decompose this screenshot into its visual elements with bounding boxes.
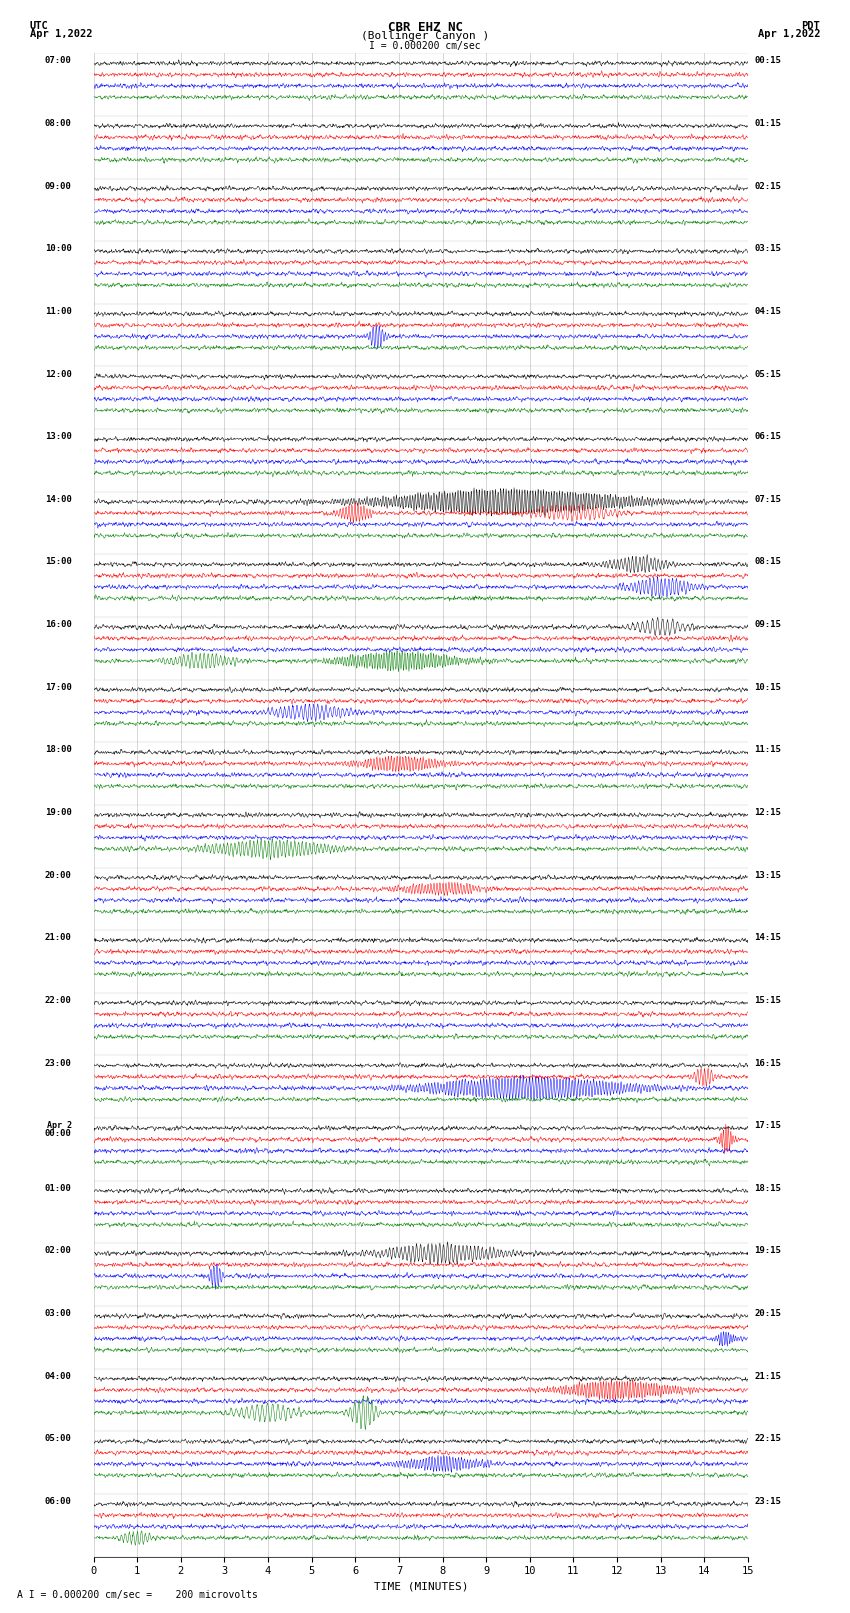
Text: 03:15: 03:15 bbox=[755, 244, 781, 253]
Text: 11:00: 11:00 bbox=[45, 306, 71, 316]
Text: 05:00: 05:00 bbox=[45, 1434, 71, 1444]
X-axis label: TIME (MINUTES): TIME (MINUTES) bbox=[373, 1582, 468, 1592]
Text: 23:15: 23:15 bbox=[755, 1497, 781, 1507]
Text: 08:00: 08:00 bbox=[45, 119, 71, 127]
Text: 13:15: 13:15 bbox=[755, 871, 781, 879]
Text: 20:00: 20:00 bbox=[45, 871, 71, 879]
Text: 02:00: 02:00 bbox=[45, 1247, 71, 1255]
Text: 19:00: 19:00 bbox=[45, 808, 71, 818]
Text: 11:15: 11:15 bbox=[755, 745, 781, 755]
Text: 18:00: 18:00 bbox=[45, 745, 71, 755]
Text: Apr 2: Apr 2 bbox=[47, 1121, 71, 1131]
Text: 20:15: 20:15 bbox=[755, 1310, 781, 1318]
Text: 09:00: 09:00 bbox=[45, 182, 71, 190]
Text: 02:15: 02:15 bbox=[755, 182, 781, 190]
Text: 03:00: 03:00 bbox=[45, 1310, 71, 1318]
Text: 01:15: 01:15 bbox=[755, 119, 781, 127]
Text: 10:15: 10:15 bbox=[755, 682, 781, 692]
Text: 04:00: 04:00 bbox=[45, 1371, 71, 1381]
Text: 23:00: 23:00 bbox=[45, 1058, 71, 1068]
Text: 01:00: 01:00 bbox=[45, 1184, 71, 1194]
Text: 07:00: 07:00 bbox=[45, 56, 71, 66]
Text: I = 0.000200 cm/sec: I = 0.000200 cm/sec bbox=[369, 40, 481, 52]
Text: 06:15: 06:15 bbox=[755, 432, 781, 442]
Text: 04:15: 04:15 bbox=[755, 306, 781, 316]
Text: 14:15: 14:15 bbox=[755, 934, 781, 942]
Text: 08:15: 08:15 bbox=[755, 558, 781, 566]
Text: 22:00: 22:00 bbox=[45, 995, 71, 1005]
Text: 06:00: 06:00 bbox=[45, 1497, 71, 1507]
Text: 05:15: 05:15 bbox=[755, 369, 781, 379]
Text: 07:15: 07:15 bbox=[755, 495, 781, 503]
Text: 13:00: 13:00 bbox=[45, 432, 71, 442]
Text: 17:00: 17:00 bbox=[45, 682, 71, 692]
Text: 15:00: 15:00 bbox=[45, 558, 71, 566]
Text: 16:15: 16:15 bbox=[755, 1058, 781, 1068]
Text: 15:15: 15:15 bbox=[755, 995, 781, 1005]
Text: Apr 1,2022: Apr 1,2022 bbox=[30, 29, 93, 39]
Text: 19:15: 19:15 bbox=[755, 1247, 781, 1255]
Text: 16:00: 16:00 bbox=[45, 619, 71, 629]
Text: PDT: PDT bbox=[802, 21, 820, 31]
Text: 00:15: 00:15 bbox=[755, 56, 781, 66]
Text: 00:00: 00:00 bbox=[45, 1129, 71, 1137]
Text: 12:15: 12:15 bbox=[755, 808, 781, 818]
Text: (Bollinger Canyon ): (Bollinger Canyon ) bbox=[361, 31, 489, 40]
Text: 21:15: 21:15 bbox=[755, 1371, 781, 1381]
Text: UTC: UTC bbox=[30, 21, 48, 31]
Text: 12:00: 12:00 bbox=[45, 369, 71, 379]
Text: 09:15: 09:15 bbox=[755, 619, 781, 629]
Text: 21:00: 21:00 bbox=[45, 934, 71, 942]
Text: 10:00: 10:00 bbox=[45, 244, 71, 253]
Text: Apr 1,2022: Apr 1,2022 bbox=[757, 29, 820, 39]
Text: 18:15: 18:15 bbox=[755, 1184, 781, 1194]
Text: A I = 0.000200 cm/sec =    200 microvolts: A I = 0.000200 cm/sec = 200 microvolts bbox=[17, 1590, 258, 1600]
Text: CBR EHZ NC: CBR EHZ NC bbox=[388, 21, 462, 34]
Text: 22:15: 22:15 bbox=[755, 1434, 781, 1444]
Text: 14:00: 14:00 bbox=[45, 495, 71, 503]
Text: 17:15: 17:15 bbox=[755, 1121, 781, 1131]
